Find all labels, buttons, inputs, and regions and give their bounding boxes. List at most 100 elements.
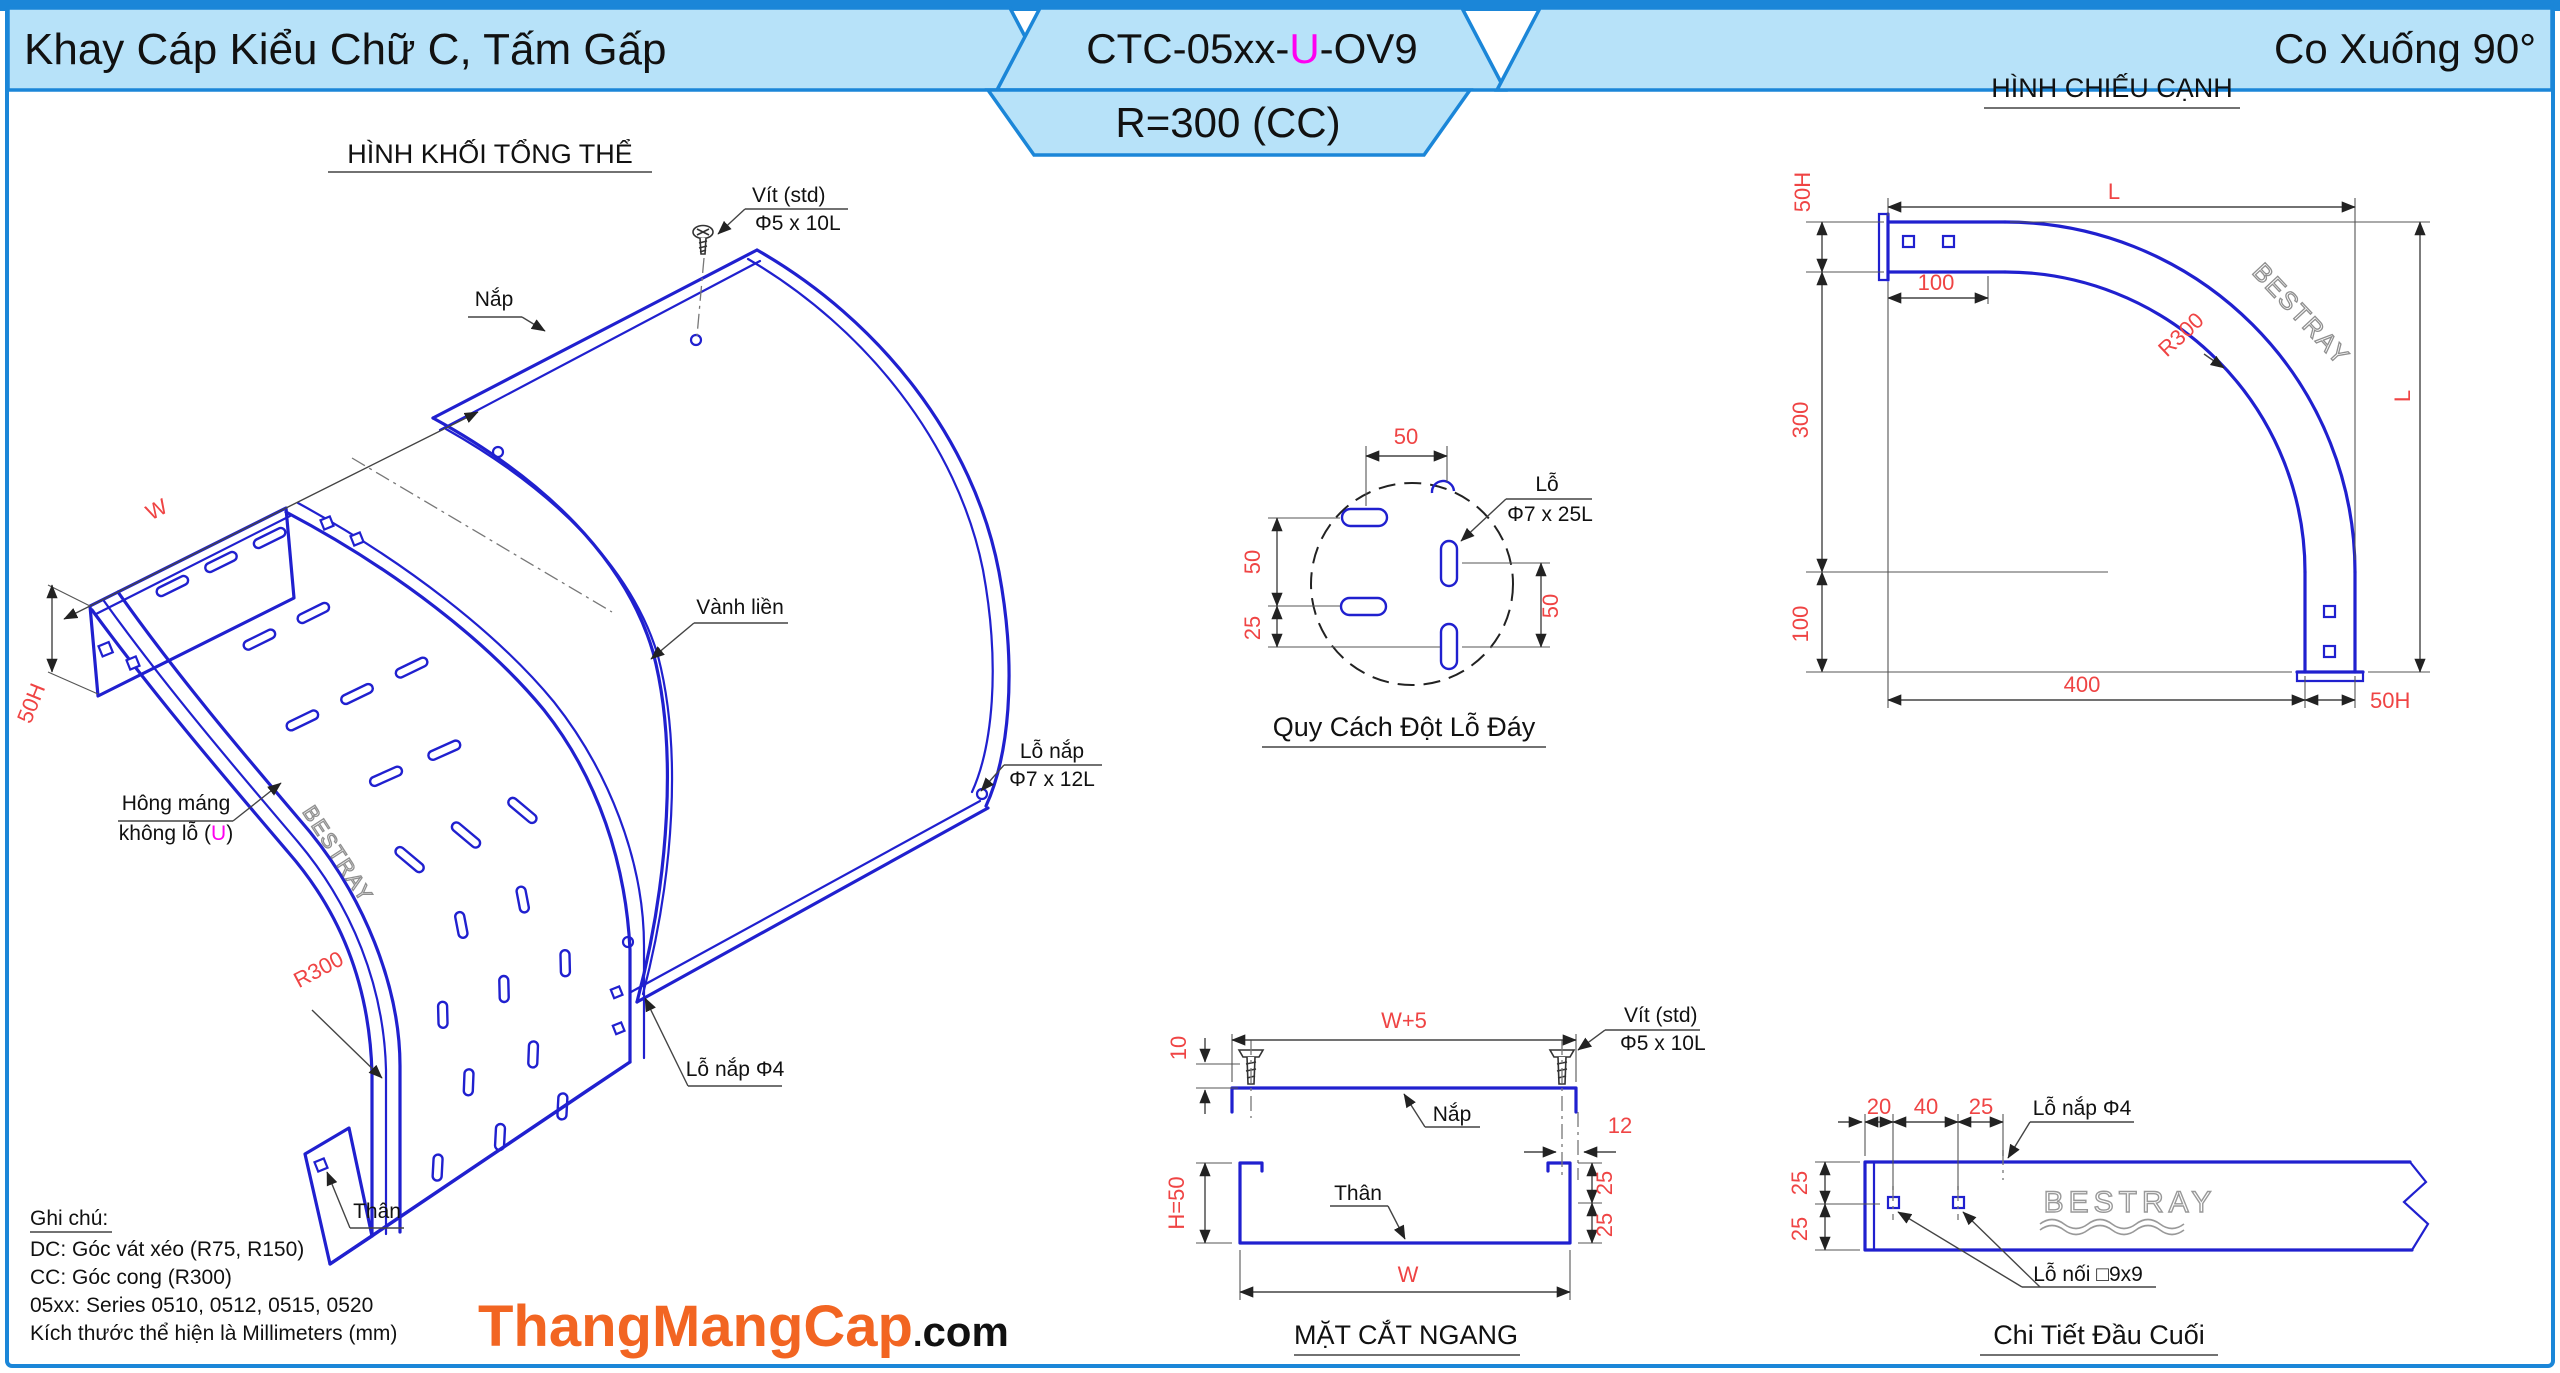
side-dim-50h-bottom: 50H bbox=[2370, 688, 2410, 713]
section-part bbox=[1230, 1040, 1579, 1245]
floor-slot bbox=[242, 628, 277, 651]
body-label: Thân bbox=[353, 1200, 401, 1223]
end-part: BESTRAY bbox=[1863, 1150, 2430, 1252]
notes-heading: Ghi chú: bbox=[30, 1207, 108, 1230]
tray-cover bbox=[351, 248, 1011, 1004]
cover-screw-hole bbox=[621, 935, 635, 949]
logo-tld: com bbox=[922, 1308, 1008, 1355]
rim-label: Vành liền bbox=[696, 596, 784, 619]
punch-dimensions: 50 50 25 50 bbox=[1240, 424, 1563, 648]
part-code: CTC-05xx-U-OV9 bbox=[1086, 25, 1417, 72]
section-dim-12: 12 bbox=[1608, 1113, 1632, 1138]
part-code-prefix: CTC-05xx- bbox=[1086, 25, 1289, 72]
iso-title: HÌNH KHỐI TỔNG THỂ bbox=[347, 137, 633, 169]
side-wall-label-accent: U bbox=[211, 822, 226, 845]
end-detail: BESTRAY 20 40 25 Lỗ nắp Φ4 25 25 bbox=[1787, 1094, 2430, 1356]
brand-embossed-end: BESTRAY bbox=[2044, 1186, 2217, 1219]
notes-line-1: DC: Góc vát xéo (R75, R150) bbox=[30, 1238, 304, 1261]
floor-slot bbox=[527, 1040, 540, 1069]
brand-embossed-iso: BESTRAY bbox=[298, 802, 377, 907]
side-dim-l-top: L bbox=[2108, 179, 2120, 204]
floor-slot bbox=[498, 974, 510, 1004]
side-wall-label-line2: không lỗ (U) bbox=[119, 822, 233, 845]
floor-slot bbox=[340, 682, 374, 706]
notes-line-4: Kích thước thể hiện là Millimeters (mm) bbox=[30, 1322, 397, 1345]
tray-end-edge-bottom bbox=[328, 1060, 632, 1266]
end-dim-25-left-a: 25 bbox=[1787, 1171, 1812, 1195]
floor-slot bbox=[454, 910, 469, 939]
end-dim-25-top: 25 bbox=[1969, 1094, 1993, 1119]
cross-section: W+5 10 Vít (std) Φ5 x 10L Nắp 12 H=50 Th… bbox=[1164, 1004, 1706, 1356]
end-dim-20: 20 bbox=[1867, 1094, 1891, 1119]
end-title: Chi Tiết Đầu Cuối bbox=[1993, 1320, 2205, 1350]
iso-labels: Vít (std) Φ5 x 10L Nắp Vành liền Lỗ nắp … bbox=[118, 184, 1102, 1229]
header-right-banner bbox=[1494, 6, 2554, 92]
punch-hole-size-label: Φ7 x 25L bbox=[1507, 503, 1593, 526]
punch-dim-top: 50 bbox=[1394, 424, 1418, 449]
floor-slot bbox=[462, 1068, 475, 1097]
floor-slot bbox=[252, 526, 287, 550]
sheet-title-right: Co Xuống 90° bbox=[2274, 25, 2536, 72]
floor-slot bbox=[450, 821, 482, 849]
radius-label: R=300 (CC) bbox=[1115, 99, 1340, 146]
side-dim-50h-top: 50H bbox=[1790, 172, 1815, 212]
side-wall-label-pre: không lỗ ( bbox=[119, 822, 211, 845]
side-dim-400: 400 bbox=[2064, 672, 2101, 697]
iso-dimensions: W 50H R300 bbox=[12, 411, 479, 1079]
screw-label: Vít (std) bbox=[752, 184, 826, 207]
floor-slot bbox=[436, 1000, 449, 1029]
floor-slot bbox=[285, 709, 320, 732]
logo-main: ThangMangCap bbox=[478, 1294, 913, 1359]
section-dim-25b: 25 bbox=[1592, 1213, 1617, 1237]
section-dim-w: W bbox=[1398, 1262, 1419, 1287]
cover-screw-hole bbox=[491, 445, 505, 459]
side-dim-l-right: L bbox=[2390, 390, 2415, 402]
section-dim-w5: W+5 bbox=[1381, 1008, 1427, 1033]
punch-dim-left-lower: 25 bbox=[1240, 616, 1265, 640]
cover-hole-size-label: Φ7 x 12L bbox=[1009, 768, 1095, 791]
end-cap-hole-label: Lỗ nắp Φ4 bbox=[2033, 1097, 2132, 1120]
end-joint-hole-label: Lỗ nối □9x9 bbox=[2033, 1263, 2143, 1286]
punch-hole-label: Lỗ bbox=[1535, 473, 1558, 496]
floor-slot bbox=[556, 1092, 569, 1121]
section-title: MẶT CẮT NGANG bbox=[1294, 1319, 1518, 1350]
section-dim-h50: H=50 bbox=[1164, 1176, 1189, 1229]
floor-slot bbox=[394, 845, 425, 874]
tray-end-flange-bottom bbox=[303, 1126, 374, 1266]
side-dim-100-left: 100 bbox=[1788, 606, 1813, 643]
tray-body: BESTRAY bbox=[88, 501, 646, 1266]
punch-dim-left-upper: 50 bbox=[1240, 550, 1265, 574]
sheet-title-left: Khay Cáp Kiểu Chữ C, Tấm Gấp bbox=[24, 25, 667, 74]
header-radius-banner bbox=[984, 88, 1474, 157]
site-logo: ThangMangCap.com bbox=[478, 1294, 1009, 1359]
side-dim-100-top: 100 bbox=[1918, 270, 1955, 295]
part-code-suffix: -OV9 bbox=[1320, 25, 1418, 72]
cover-screw-hole bbox=[689, 333, 703, 347]
part-code-accent: U bbox=[1289, 25, 1319, 72]
section-cover-label: Nắp bbox=[1433, 1103, 1472, 1126]
dim-radius: R300 bbox=[289, 946, 347, 993]
side-title: HÌNH CHIẾU CẠNH bbox=[1991, 72, 2233, 103]
section-dim-25a: 25 bbox=[1592, 1171, 1617, 1195]
floor-slot bbox=[204, 550, 238, 574]
side-dim-300: 300 bbox=[1788, 402, 1813, 439]
side-wall-label-line1: Hông máng bbox=[122, 792, 231, 815]
floor-slot bbox=[431, 1153, 444, 1182]
end-dim-40: 40 bbox=[1914, 1094, 1938, 1119]
logo-text: ThangMangCap.com bbox=[478, 1294, 1009, 1359]
side-dimensions: 50H 300 100 L 100 400 50H L R300 bbox=[1788, 172, 2430, 713]
notes-line-2: CC: Góc cong (R300) bbox=[30, 1266, 232, 1289]
end-dimensions: 20 40 25 Lỗ nắp Φ4 25 25 Lỗ nối □9x9 bbox=[1787, 1094, 2156, 1288]
dim-height: 50H bbox=[12, 680, 50, 727]
floor-slot bbox=[296, 601, 331, 625]
notes-line-3: 05xx: Series 0510, 0512, 0515, 0520 bbox=[30, 1294, 373, 1317]
floor-slot bbox=[493, 1122, 507, 1152]
screw-size-label: Φ5 x 10L bbox=[755, 212, 841, 235]
punch-title: Quy Cách Đột Lỗ Đáy bbox=[1273, 711, 1536, 742]
floor-slot bbox=[394, 656, 429, 679]
punch-boundary-circle bbox=[1310, 482, 1514, 686]
floor-slot bbox=[368, 765, 404, 788]
section-body-label: Thân bbox=[1334, 1182, 1382, 1205]
